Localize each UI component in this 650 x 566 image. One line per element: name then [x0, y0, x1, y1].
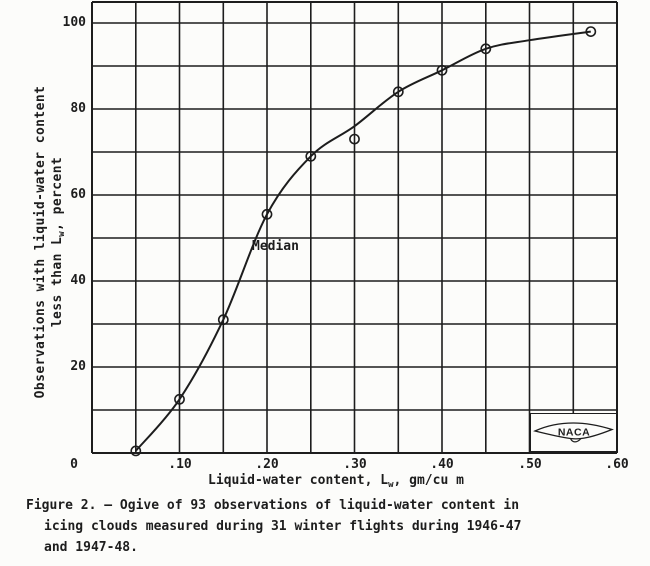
median-annotation: Median — [252, 239, 299, 254]
x-tick-label: .40 — [430, 457, 454, 472]
lw-subscript: w — [388, 480, 394, 490]
x-tick-label: .50 — [518, 457, 542, 472]
caption-line-2: icing clouds measured during 31 winter f… — [44, 519, 522, 534]
data-point-marker — [174, 393, 185, 405]
y-axis-title-line2-post: , percent — [50, 156, 65, 231]
y-tick-label: 100 — [62, 15, 86, 30]
data-point-marker — [305, 150, 317, 162]
y-axis-title-line2: less than Lw, percent — [49, 27, 71, 457]
data-point-marker — [585, 26, 597, 37]
y-tick-label: 20 — [70, 359, 86, 374]
figure-caption: Figure 2. – Ogive of 93 observations of … — [26, 495, 616, 558]
naca-logo: NACA — [530, 413, 617, 452]
x-axis-title: Liquid-water content, Lw, gm/cu m — [76, 473, 596, 490]
data-point-marker — [436, 64, 448, 76]
caption-line-1: Figure 2. – Ogive of 93 observations of … — [26, 498, 520, 513]
data-point-marker — [392, 86, 404, 98]
data-point-marker — [130, 445, 142, 457]
y-axis-title-line1: Observations with liquid-water content — [33, 85, 48, 399]
data-point-marker — [261, 208, 273, 220]
origin-tick-label: 0 — [70, 457, 78, 472]
x-tick-label: .30 — [343, 457, 367, 472]
naca-logo-text: NACA — [558, 427, 590, 439]
data-point-marker — [480, 43, 492, 55]
caption-line-3: and 1947-48. — [44, 540, 138, 555]
lw-subscript: w — [57, 230, 67, 237]
x-tick-label: .20 — [255, 457, 279, 472]
data-point-marker — [217, 314, 229, 326]
y-axis-title-line2-pre: less than L — [50, 236, 65, 328]
ogive-curve — [135, 30, 591, 452]
x-tick-label: .60 — [605, 457, 629, 472]
y-tick-label: 60 — [70, 187, 86, 202]
data-point-marker — [349, 133, 360, 145]
y-tick-label: 40 — [70, 273, 86, 288]
naca-wings-icon: NACA — [533, 422, 614, 443]
y-tick-label: 80 — [70, 101, 86, 116]
y-axis-title: Observations with liquid-water content l… — [32, 27, 67, 457]
x-axis-title-post: , gm/cu m — [393, 473, 464, 488]
x-tick-label: .10 — [168, 457, 192, 472]
x-axis-title-pre: Liquid-water content, L — [208, 473, 389, 488]
